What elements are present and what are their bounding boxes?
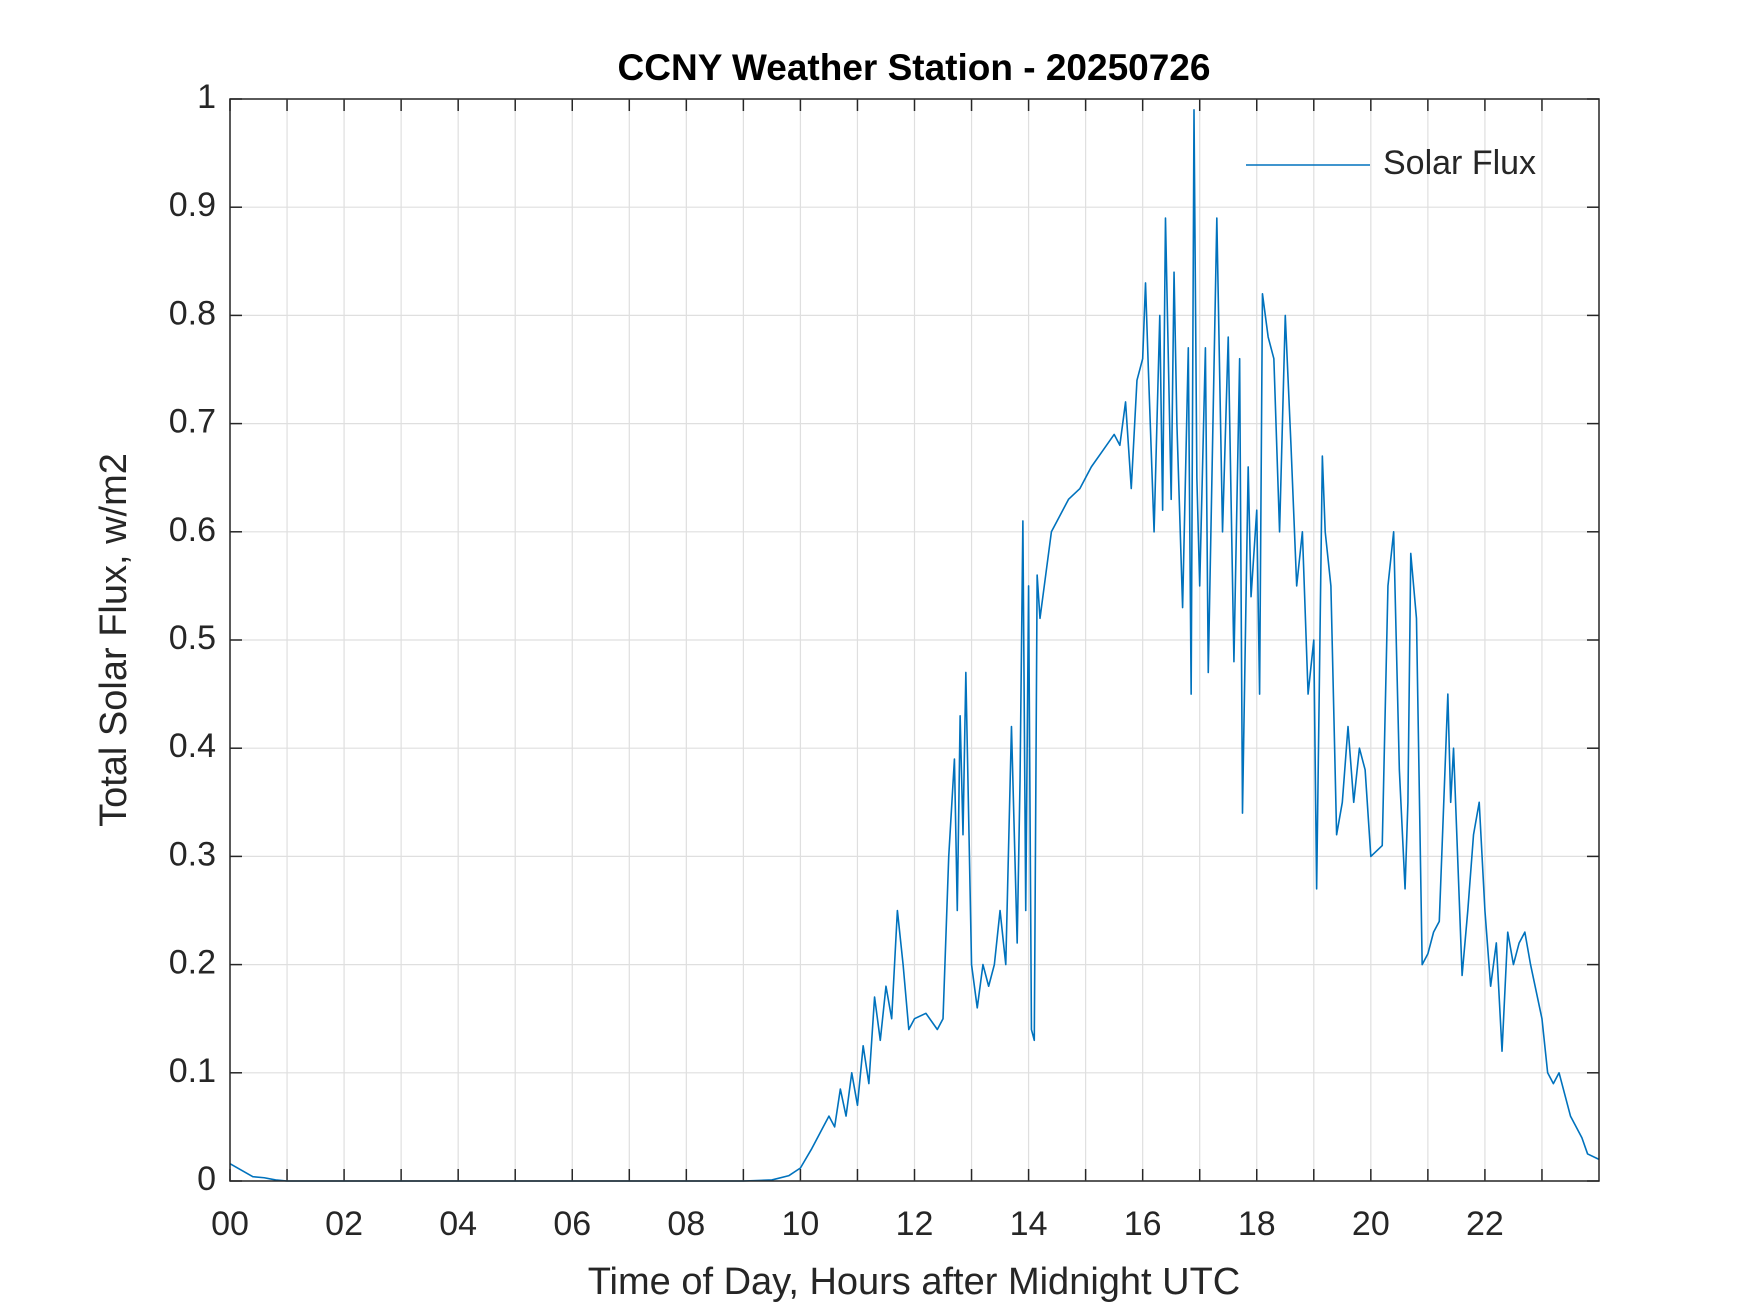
y-tick-label: 0.2 bbox=[169, 944, 216, 982]
x-tick-label: 14 bbox=[1010, 1205, 1048, 1243]
x-tick-label: 18 bbox=[1238, 1205, 1276, 1243]
chart-title: CCNY Weather Station - 20250726 bbox=[618, 47, 1211, 88]
x-tick-label: 02 bbox=[325, 1205, 363, 1243]
y-tick-label: 1 bbox=[197, 78, 216, 116]
y-tick-label: 0.8 bbox=[169, 294, 216, 332]
y-tick-label: 0.5 bbox=[169, 619, 216, 657]
y-axis-label: Total Solar Flux, w/m2 bbox=[93, 453, 135, 827]
data-line bbox=[229, 109, 1600, 1182]
y-tick-label: 0.9 bbox=[169, 186, 216, 224]
x-tick-label: 20 bbox=[1352, 1205, 1390, 1243]
y-tick-label: 0.3 bbox=[169, 835, 216, 873]
plot-frame bbox=[229, 98, 1600, 1182]
y-tick-label: 0.7 bbox=[169, 403, 216, 441]
y-tick-label: 0.6 bbox=[169, 511, 216, 549]
y-tick-label: 0.1 bbox=[169, 1052, 216, 1090]
x-tick-label: 10 bbox=[782, 1205, 820, 1243]
x-tick-label: 16 bbox=[1124, 1205, 1162, 1243]
y-tick-label: 0.4 bbox=[169, 727, 216, 765]
x-tick-label: 08 bbox=[667, 1205, 705, 1243]
x-tick-label: 22 bbox=[1466, 1205, 1504, 1243]
legend-label: Solar Flux bbox=[1383, 144, 1536, 182]
x-axis-label: Time of Day, Hours after Midnight UTC bbox=[588, 1261, 1241, 1303]
x-tick-label: 06 bbox=[553, 1205, 591, 1243]
x-tick-label: 12 bbox=[896, 1205, 934, 1243]
y-tick-label: 0 bbox=[197, 1160, 216, 1198]
x-tick-label: 04 bbox=[439, 1205, 477, 1243]
x-tick-label: 00 bbox=[211, 1205, 249, 1243]
